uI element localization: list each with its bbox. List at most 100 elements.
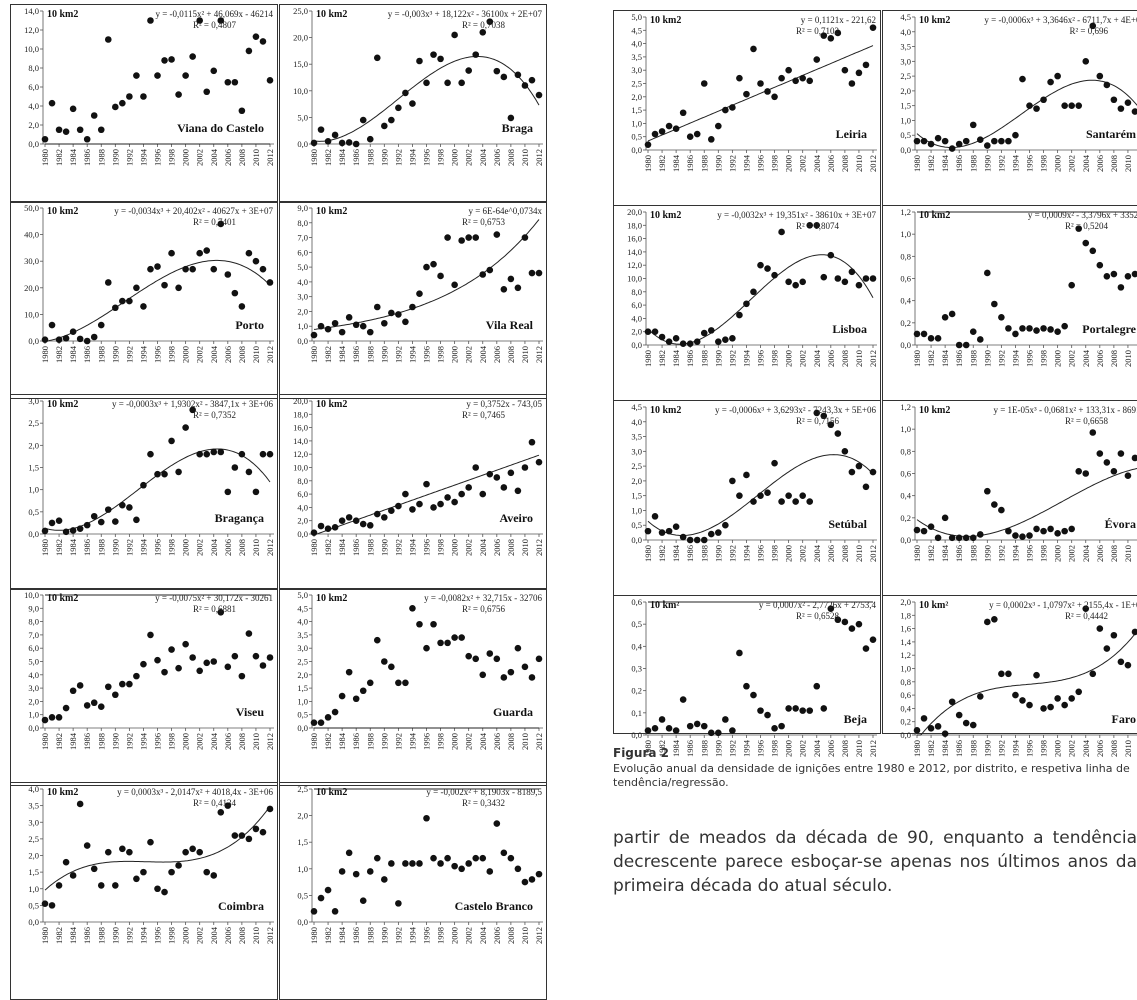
- data-point: [514, 644, 522, 652]
- data-point: [743, 682, 750, 690]
- data-point: [848, 468, 856, 476]
- figure-number: Figura 2: [613, 746, 669, 760]
- unit-label: 10 km2: [316, 206, 347, 217]
- data-point: [820, 32, 828, 39]
- data-point: [373, 510, 381, 518]
- x-tick-label: 2002: [798, 350, 808, 367]
- x-tick-label: 1986: [954, 350, 964, 367]
- x-tick-label: 1982: [657, 740, 667, 757]
- data-point: [224, 78, 232, 86]
- data-point: [217, 448, 225, 456]
- data-point: [112, 691, 119, 699]
- y-tick-label: 0,0: [631, 145, 642, 155]
- x-tick-label: 1990: [110, 733, 120, 750]
- r-squared: R² = 0,696: [1069, 26, 1108, 36]
- data-point: [799, 278, 806, 286]
- y-tick-label: 18,0: [293, 409, 308, 419]
- data-point: [402, 89, 409, 97]
- data-point: [41, 716, 49, 724]
- y-tick-label: 1,0: [297, 696, 308, 706]
- y-tick-label: 8,0: [28, 617, 39, 627]
- x-tick-label: 1992: [393, 539, 403, 556]
- trend-equation: y = -0,0006x³ + 3,6293x² - 7243,3x + 5E+…: [715, 405, 876, 415]
- data-point: [310, 331, 318, 339]
- data-point: [331, 131, 339, 139]
- x-tick-label: 2002: [464, 539, 474, 556]
- district-chart: 0,0 2,0 4,0 6,0 8,0 10,0 12,0 14,0 16,0 18,0 20,0 1…: [279, 394, 547, 590]
- data-point: [913, 137, 921, 145]
- x-tick-label: 1990: [982, 545, 992, 562]
- data-point: [310, 719, 318, 726]
- data-point: [97, 321, 105, 329]
- x-tick-label: 2010: [520, 149, 530, 166]
- x-tick-label: 1998: [436, 149, 446, 166]
- x-tick-label: 2010: [854, 545, 864, 562]
- data-point: [834, 275, 842, 282]
- data-point: [778, 722, 785, 730]
- data-point: [402, 860, 409, 867]
- data-point: [189, 53, 196, 60]
- data-point: [507, 275, 515, 283]
- district-name: Setúbal: [828, 517, 867, 531]
- data-point: [1117, 105, 1125, 112]
- data-point: [736, 649, 743, 657]
- data-point: [62, 858, 70, 866]
- figure-caption: Figura 2 Evolução anual da densidade de …: [613, 746, 1133, 790]
- x-tick-label: 1982: [323, 149, 333, 166]
- data-point: [373, 854, 381, 862]
- r-squared: R² = 0,7156: [796, 416, 840, 426]
- y-tick-label: 1,0: [631, 505, 642, 515]
- data-point: [827, 34, 835, 42]
- data-point: [1089, 429, 1097, 436]
- data-point: [644, 328, 652, 336]
- x-tick-label: 1988: [96, 149, 106, 166]
- data-point: [210, 448, 218, 456]
- data-point: [665, 122, 673, 130]
- data-point: [658, 529, 666, 536]
- data-point: [168, 868, 175, 876]
- x-tick-label: 1982: [323, 927, 333, 944]
- data-point: [834, 616, 842, 624]
- x-tick-label: 1992: [996, 740, 1006, 757]
- y-tick-label: 3,0: [631, 65, 642, 75]
- district-name: Vila Real: [486, 318, 534, 332]
- x-tick-label: 1986: [82, 539, 92, 556]
- data-point: [841, 278, 849, 286]
- x-tick-label: 1984: [940, 154, 950, 172]
- x-tick-label: 1996: [153, 927, 163, 944]
- x-tick-label: 2000: [784, 740, 794, 757]
- data-point: [486, 266, 494, 274]
- district-name: Porto: [235, 318, 264, 332]
- data-point: [528, 876, 536, 883]
- data-point: [1005, 137, 1012, 145]
- data-point: [147, 631, 154, 639]
- x-tick-label: 1982: [323, 346, 333, 363]
- data-point: [679, 696, 687, 703]
- data-point: [345, 314, 353, 321]
- data-point: [1124, 661, 1132, 669]
- x-tick-label: 2004: [478, 538, 488, 556]
- data-point: [458, 490, 465, 498]
- data-point: [750, 691, 757, 699]
- data-point: [189, 406, 196, 414]
- x-tick-label: 1986: [82, 149, 92, 166]
- data-point: [409, 303, 416, 311]
- y-tick-label: 0,0: [631, 730, 642, 740]
- y-tick-label: 16,0: [627, 234, 642, 244]
- data-point: [976, 531, 984, 538]
- data-point: [259, 450, 267, 458]
- data-point: [729, 477, 736, 485]
- data-point: [1068, 695, 1075, 702]
- data-point: [1131, 108, 1137, 115]
- data-point: [500, 73, 508, 81]
- data-point: [90, 112, 98, 119]
- chart-frame: [613, 595, 881, 734]
- y-tick-label: 14,0: [293, 436, 308, 446]
- data-point: [1103, 459, 1111, 466]
- x-tick-label: 2004: [812, 739, 822, 757]
- x-tick-label: 2006: [492, 927, 502, 944]
- data-point: [1061, 322, 1068, 330]
- x-tick-label: 2012: [265, 346, 275, 363]
- y-tick-label: 4,5: [900, 12, 911, 22]
- data-point: [69, 328, 77, 335]
